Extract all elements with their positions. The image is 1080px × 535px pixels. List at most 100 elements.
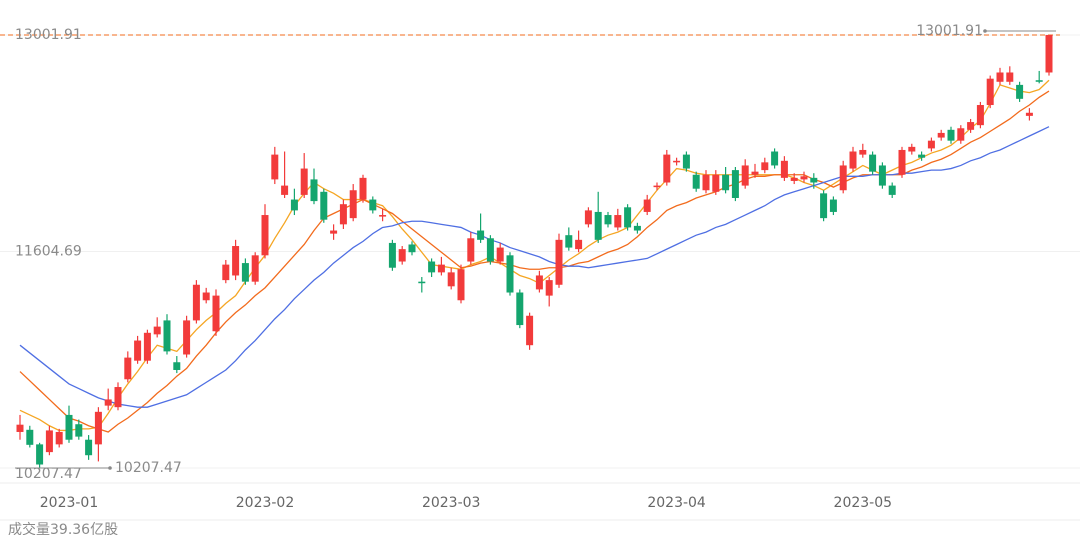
candle-body [330, 230, 338, 234]
candle-body [780, 160, 788, 178]
candle-body [85, 439, 93, 456]
candle-body [869, 154, 877, 172]
candle-body [104, 399, 112, 406]
candle-body [790, 177, 798, 181]
candle-body [271, 154, 279, 180]
candle-body [369, 199, 377, 211]
candle-body [26, 429, 34, 445]
candle-body [1035, 80, 1043, 82]
candle-body [800, 176, 808, 180]
candle-body [447, 272, 455, 287]
candle-body [65, 414, 73, 440]
candle-body [565, 235, 573, 248]
candle-body [222, 264, 230, 281]
candle-body [202, 292, 210, 301]
y-tick-label: 13001.91 [15, 27, 82, 43]
candle-body [428, 261, 436, 273]
ma-line [19, 79, 1050, 432]
candle-body [55, 431, 63, 445]
candle-body [663, 154, 671, 183]
candle-body [300, 168, 308, 195]
candle-body [467, 238, 475, 262]
candle-body [1016, 84, 1024, 99]
candle-body [143, 332, 151, 361]
candle-body [682, 154, 690, 169]
candle-body [398, 249, 406, 262]
ma-line [19, 126, 1050, 408]
candle-body [859, 149, 867, 155]
candle-body [36, 444, 44, 465]
candle-body [1006, 72, 1014, 82]
candle-body [457, 269, 465, 301]
candle-body [75, 424, 83, 437]
candle-body [967, 122, 975, 130]
candle-body [633, 225, 641, 231]
candle-body [359, 177, 367, 200]
candle-body [829, 199, 837, 212]
x-tick-label: 2023-01 [40, 495, 99, 511]
candle-body [486, 238, 494, 262]
candle-body [339, 204, 347, 225]
candle-body [575, 239, 583, 250]
candle-body [320, 191, 328, 220]
candle-body [173, 362, 181, 370]
candle-body [761, 162, 769, 171]
candle-body [114, 387, 122, 408]
candle-body [418, 281, 426, 284]
candle-body [849, 151, 857, 169]
candle-body [545, 280, 553, 296]
candle-body [290, 199, 298, 211]
candle-body [771, 151, 779, 166]
candle-body [212, 295, 220, 332]
candle-body [163, 320, 171, 352]
candle-body [526, 315, 534, 346]
candle-body [261, 215, 269, 256]
candle-body [673, 160, 681, 163]
candle-body [937, 132, 945, 138]
candle-body [281, 185, 289, 195]
candle-body [996, 72, 1004, 82]
ma-line [19, 90, 1050, 433]
volume-label: 成交量39.36亿股 [8, 521, 118, 535]
candle-body [506, 255, 514, 293]
candle-body [16, 424, 24, 432]
candle-body [45, 430, 53, 453]
candle-body [535, 275, 543, 290]
x-tick-label: 2023-03 [422, 495, 481, 511]
candle-body [731, 170, 739, 198]
min-annotation-dot [108, 466, 112, 470]
candle-body [918, 154, 926, 158]
candle-body [741, 165, 749, 186]
y-tick-label: 10207.47 [15, 466, 82, 482]
candle-body [183, 320, 191, 355]
candle-body [976, 105, 984, 126]
candle-body [349, 190, 357, 219]
candle-body [898, 149, 906, 175]
candle-body [702, 174, 710, 191]
candle-body [310, 179, 318, 202]
candle-body [614, 215, 622, 228]
candle-body [496, 247, 504, 262]
candle-body [643, 199, 651, 212]
max-annotation: 13001.91 [916, 23, 983, 39]
candle-body [124, 357, 132, 380]
candle-body [1045, 35, 1053, 73]
candle-body [653, 185, 661, 188]
candle-body [94, 411, 102, 445]
candle-body [232, 246, 240, 276]
x-tick-label: 2023-05 [834, 495, 893, 511]
candle-body [594, 211, 602, 240]
candle-body [584, 210, 592, 225]
candle-body [878, 165, 886, 186]
candle-body [820, 193, 828, 219]
candle-body [437, 264, 445, 273]
candle-body [722, 174, 730, 191]
candle-body [477, 230, 485, 240]
candle-body [408, 244, 416, 253]
candle-body [751, 171, 759, 175]
candle-body [388, 242, 396, 268]
candle-body [555, 239, 563, 285]
candle-body [516, 292, 524, 326]
candle-body [810, 177, 818, 183]
